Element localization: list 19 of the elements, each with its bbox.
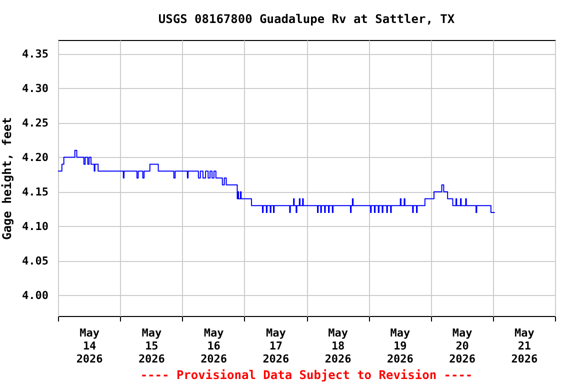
y-tick-label: 4.05 (22, 254, 48, 268)
x-tick-label: May 15 2026 (138, 326, 166, 366)
x-tick-label: May 18 2026 (324, 326, 352, 366)
y-tick-label: 4.35 (22, 47, 48, 60)
x-tick-label: May 16 2026 (200, 326, 228, 366)
y-axis-title: Gage height, feet (0, 117, 14, 240)
y-tick-label: 4.20 (22, 150, 48, 164)
y-tick-label: 4.25 (22, 116, 48, 130)
y-tick-label: 4.10 (22, 220, 48, 233)
x-tick-label: May 21 2026 (511, 326, 538, 366)
x-tick-label: May 17 2026 (262, 326, 290, 366)
text: ---- Provisional Data Subject to Revision ---- (140, 368, 473, 382)
x-tick-label: May 20 2026 (449, 326, 476, 366)
x-tick-label: May 14 2026 (76, 326, 104, 366)
y-tick-label: 4.30 (22, 82, 48, 95)
x-tick-label: May 19 2026 (386, 326, 414, 366)
y-tick-label: 4.00 (22, 288, 48, 302)
chart-title: USGS 08167800 Guadalupe Rv at Sattler, TX (158, 12, 456, 26)
y-tick-label: 4.15 (22, 185, 48, 198)
